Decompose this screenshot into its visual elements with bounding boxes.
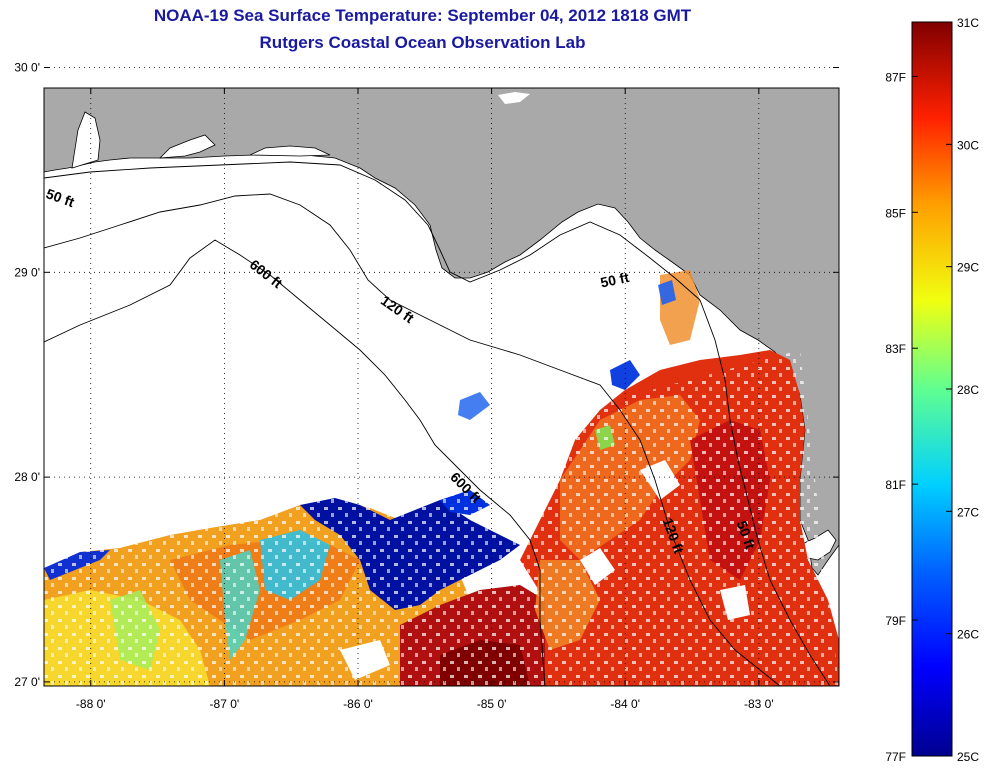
colorbar-f-label: 85F: [885, 206, 906, 220]
lat-tick-label: 30 0': [14, 61, 40, 75]
colorbar-ticks: 31C 30C 29C 28C 27C 26C 25C 87F 85F 83F 81F 79F 77F: [885, 16, 979, 764]
sst-north-blue: [658, 280, 676, 305]
lon-tick-label: -88 0': [76, 697, 106, 711]
sst-cloud-gaps: [44, 350, 839, 686]
sst-data: [44, 270, 839, 686]
mobile-bay: [71, 111, 101, 169]
cloud-gap-1: [640, 460, 680, 500]
colorbar-c-label: 27C: [957, 505, 979, 519]
sst-bigbend-blue: [458, 392, 490, 420]
colorbar-f-label: 83F: [885, 342, 906, 356]
colorbar-f-label: 77F: [885, 750, 906, 764]
lat-tick-label: 27 0': [14, 675, 40, 689]
colorbar-c-label: 25C: [957, 750, 979, 764]
lon-tick-label: -87 0': [210, 697, 240, 711]
lake-okeechobee: [498, 92, 530, 104]
cloud-gap-4: [720, 585, 750, 620]
graticule: -88 0' -87 0' -86 0' -85 0' -84 0' -83 0' 27 0…: [14, 61, 839, 711]
lat-tick-label: 29 0': [14, 265, 40, 279]
colorbar-c-label: 26C: [957, 628, 979, 642]
depth-contours: [44, 161, 831, 686]
lat-tick-label: 28 0': [14, 470, 40, 484]
colorbar-f-label: 79F: [885, 614, 906, 628]
contour-600ft: [44, 239, 546, 686]
contour-50ft-east: [699, 299, 831, 686]
colorbar-c-label: 30C: [957, 138, 979, 152]
map-frame: [43, 87, 840, 687]
lon-tick-label: -86 0': [343, 697, 373, 711]
cloud-gap-2: [580, 548, 615, 585]
lon-tick-label: -84 0': [610, 697, 640, 711]
contour-label-50ft-north: 50 ft: [599, 269, 631, 291]
colorbar-f-label: 87F: [885, 70, 906, 84]
colorbar-c-label: 31C: [957, 16, 979, 30]
map-area: 50 ft 50 ft 120 ft 600 ft 600 ft 120 ft …: [44, 88, 839, 686]
colorbar-c-label: 28C: [957, 383, 979, 397]
contour-120ft: [44, 193, 781, 686]
colorbar-f-label: 81F: [885, 478, 906, 492]
contour-50ft-north: [44, 161, 701, 301]
colorbar-c-label: 29C: [957, 261, 979, 275]
lon-tick-label: -85 0': [477, 697, 507, 711]
sst-nearshore-blue: [610, 360, 640, 390]
colorbar: [911, 21, 953, 757]
chart-title: NOAA-19 Sea Surface Temperature: Septemb…: [153, 6, 692, 25]
cloud-gap-3: [340, 640, 390, 680]
choctawhatchee-bay: [249, 145, 331, 157]
chart-subtitle: Rutgers Coastal Ocean Observation Lab: [259, 33, 586, 52]
lon-tick-label: -83 0': [744, 697, 774, 711]
pensacola-bay: [158, 134, 216, 159]
